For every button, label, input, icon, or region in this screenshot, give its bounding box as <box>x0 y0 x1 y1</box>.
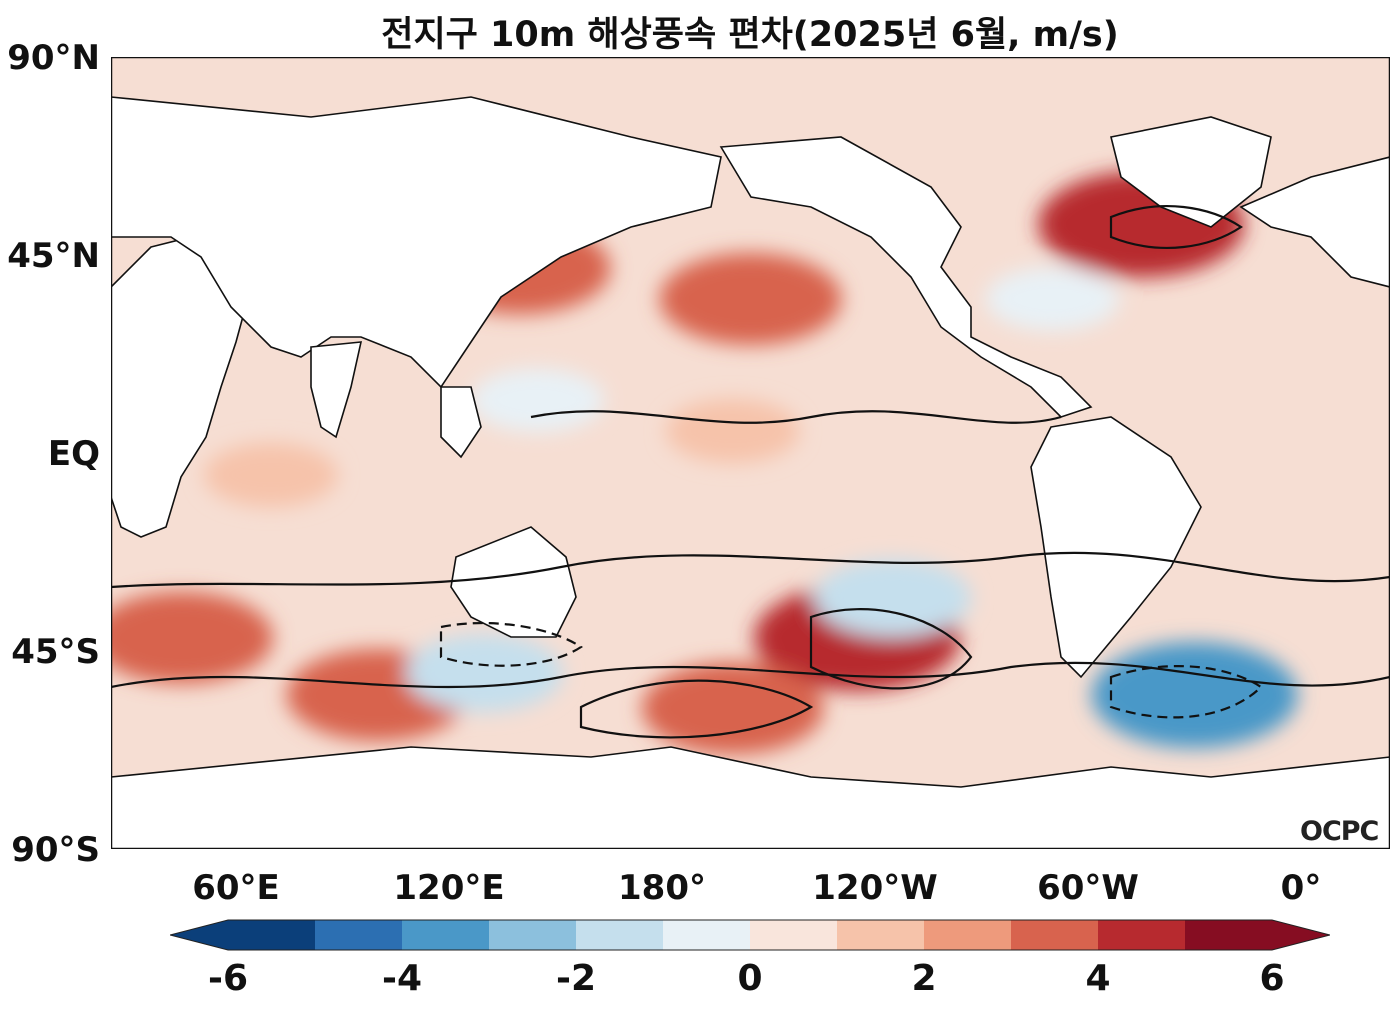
anomaly-region <box>813 559 972 638</box>
anomaly-region <box>111 591 274 684</box>
x-tick-120e: 120°E <box>393 868 505 908</box>
y-tick-90s: 90°S <box>11 830 100 870</box>
colorbar-cell <box>750 920 838 950</box>
colorbar-extend-min <box>170 920 228 950</box>
y-tick-45n: 45°N <box>7 236 100 276</box>
anomaly-region <box>641 662 824 755</box>
contour-neg-two <box>439 622 583 667</box>
y-tick-eq: EQ <box>47 434 100 474</box>
contour-two <box>579 679 814 739</box>
anomaly-region <box>985 267 1120 331</box>
colorbar-label-2: 2 <box>911 958 937 999</box>
colorbar-cell <box>402 920 490 950</box>
contour-lines <box>111 205 1390 739</box>
contour-two <box>1109 205 1243 249</box>
contour-neg-two <box>1109 664 1263 719</box>
land-india <box>310 341 363 439</box>
land-masses <box>111 96 1390 849</box>
x-tick-0: 0° <box>1280 868 1322 908</box>
colorbar-label-6: 6 <box>1259 958 1285 999</box>
land-australia <box>450 526 577 638</box>
colorbar-label-4: 4 <box>1085 958 1111 999</box>
colorbar <box>170 919 1330 951</box>
map-frame <box>111 57 1390 849</box>
colorbar-cell <box>924 920 1012 950</box>
land-antarctica <box>111 746 1390 849</box>
colorbar-extend-max <box>1272 920 1330 950</box>
x-tick-180: 180° <box>618 868 706 908</box>
land-south-america <box>1030 416 1202 679</box>
colorbar-cell <box>1098 920 1186 950</box>
colorbar-cell <box>837 920 925 950</box>
land-greenland <box>1110 116 1272 228</box>
anomaly-region <box>203 443 338 507</box>
colorbar-label-neg2: -2 <box>556 958 596 999</box>
y-tick-45s: 45°S <box>11 632 100 672</box>
x-tick-60e: 60°E <box>192 868 280 908</box>
anomaly-map <box>111 57 1390 849</box>
x-tick-120w: 120°W <box>812 868 938 908</box>
land-europe <box>1239 156 1390 288</box>
contour-zero <box>530 410 1062 424</box>
anomaly-region <box>405 634 564 712</box>
colorbar-label-0: 0 <box>737 958 763 999</box>
land-indochina <box>440 386 482 459</box>
ocpc-logo: OCPC <box>1300 816 1379 847</box>
colorbar-cell <box>489 920 577 950</box>
anomaly-region <box>665 399 800 463</box>
land-north-america <box>719 136 1093 418</box>
contour-zero <box>111 551 1390 589</box>
anomaly-region <box>470 368 605 433</box>
contour-zero <box>111 661 1390 689</box>
colorbar-cell <box>1185 920 1273 950</box>
colorbar-label-neg6: -6 <box>208 958 248 999</box>
anomaly-region <box>659 253 842 345</box>
chart-title: 전지구 10m 해상풍속 편차(2025년 6월, m/s) <box>381 15 1119 55</box>
colorbar-cell <box>663 920 751 950</box>
colorbar-cell <box>1011 920 1099 950</box>
contour-two <box>809 608 973 690</box>
x-tick-60w: 60°W <box>1037 868 1139 908</box>
colorbar-label-neg4: -4 <box>382 958 422 999</box>
colorbar-cell <box>576 920 664 950</box>
colorbar-cell <box>228 920 316 950</box>
anomaly-region <box>1091 642 1298 748</box>
y-tick-90n: 90°N <box>7 38 100 78</box>
colorbar-cell <box>315 920 403 950</box>
colorbar-outline <box>170 919 1330 951</box>
